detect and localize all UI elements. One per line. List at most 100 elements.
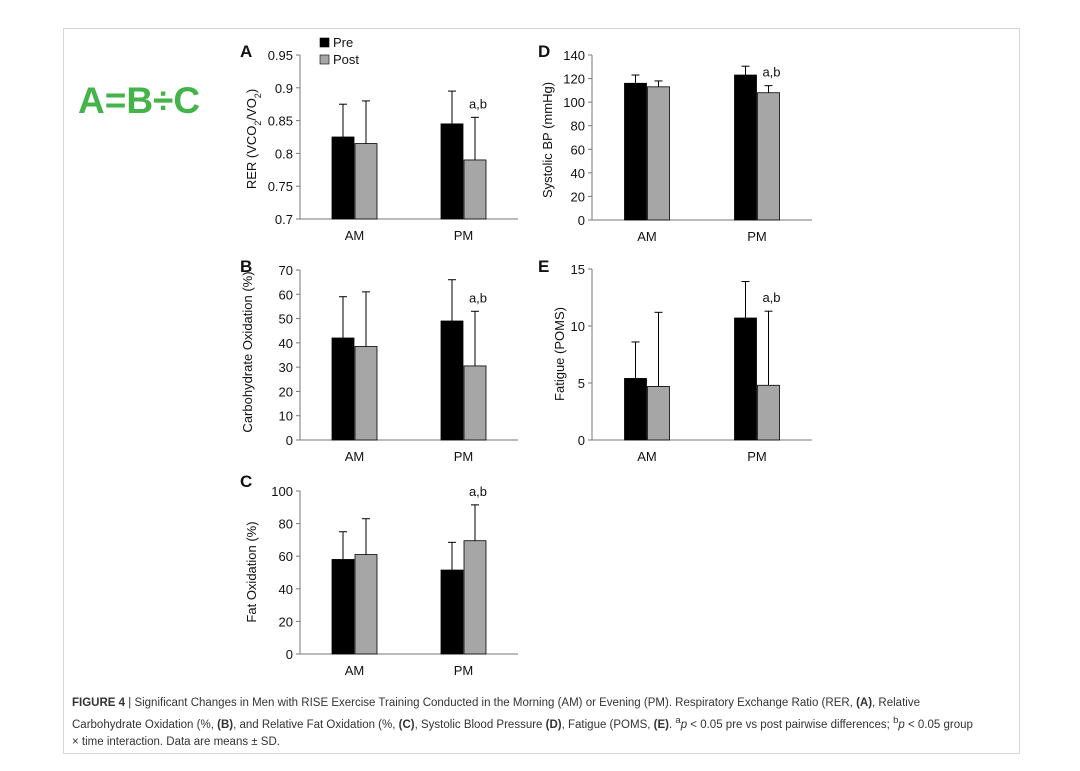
y-tick-label: 70: [279, 263, 293, 278]
significance-label: a,b: [762, 65, 780, 80]
panel-a: A 0.7 0.75 0.8 0.85 0.9 0.95 RER (VCO2/VO2) AM a,…: [240, 35, 518, 243]
y-tick-label: 0: [578, 433, 585, 448]
caption-ref-a: (A): [856, 697, 873, 709]
panel-c: C 0 20 40 60 80 100 Fat Oxidation (%) AM a,b PM: [240, 472, 518, 678]
legend-swatch-post: [319, 54, 330, 65]
y-tick-label: 10: [571, 319, 585, 334]
bar-pre-am: [331, 136, 355, 220]
panel-letter: A: [240, 42, 252, 61]
bar-post-am: [354, 554, 378, 655]
caption-text-6: .: [668, 718, 676, 731]
significance-label: a,b: [469, 96, 487, 111]
panel-letter: C: [240, 472, 252, 491]
bar-post-pm: [463, 365, 487, 441]
y-tick-label: 15: [571, 262, 585, 277]
y-tick-label: 10: [279, 409, 293, 424]
caption-p-2: p: [898, 718, 905, 731]
bar-post-pm: [757, 384, 780, 441]
caption-p-1: p: [680, 718, 688, 731]
y-tick-label: 60: [279, 549, 293, 564]
legend-label-pre: Pre: [333, 35, 353, 50]
bar-post-am: [354, 346, 378, 441]
caption-sup-a: a: [675, 715, 681, 726]
bar-pre-am: [331, 337, 355, 441]
y-tick-label: 100: [563, 95, 585, 110]
y-tick-label: 0.7: [275, 212, 293, 227]
significance-label: a,b: [762, 290, 780, 305]
legend-label-post: Post: [333, 52, 359, 67]
y-tick-label: 20: [571, 189, 585, 204]
y-tick-label: 0.95: [268, 48, 293, 63]
x-tick-label: AM: [637, 449, 657, 464]
caption-label: FIGURE 4: [72, 697, 126, 709]
y-tick-label: 40: [571, 166, 585, 181]
caption-text-8: < 0.05 group × time interaction. Data ar…: [72, 718, 973, 748]
y-tick-label: 60: [571, 142, 585, 157]
panel-b: B 0 10 20 30 40 50 60 70 Carbohydrate Oxidation (…: [240, 257, 518, 464]
bar-post-pm: [463, 540, 487, 655]
y-tick-label: 80: [571, 119, 585, 134]
caption-text-7: < 0.05 pre vs post pairwise differences;: [687, 718, 894, 731]
bar-post-pm: [757, 92, 780, 221]
caption-ref-d: (D): [545, 718, 562, 731]
x-tick-label: PM: [454, 449, 474, 464]
y-tick-label: 0: [578, 213, 585, 228]
panel-letter: B: [240, 257, 252, 276]
y-tick-label: 0.75: [268, 179, 293, 194]
bar-pre-pm: [440, 320, 464, 441]
y-tick-label: 140: [563, 48, 585, 63]
y-tick-label: 30: [279, 360, 293, 375]
bar-post-pm: [463, 159, 487, 220]
x-tick-label: PM: [747, 229, 767, 244]
y-axis-label: Fat Oxidation (%): [244, 521, 259, 622]
bar-post-am: [647, 86, 670, 221]
caption-ref-b: (B): [217, 718, 234, 731]
y-tick-label: 0.8: [275, 146, 293, 161]
bar-pre-pm: [734, 74, 757, 221]
caption-ref-e: (E): [653, 718, 669, 731]
figure-caption: FIGURE 4 | Significant Changes in Men wi…: [72, 695, 977, 751]
y-tick-label: 60: [279, 287, 293, 302]
bar-pre-pm: [440, 569, 464, 655]
bar-pre-am: [331, 559, 355, 655]
caption-text-1: Significant Changes in Men with RISE Exe…: [134, 697, 857, 709]
y-tick-label: 50: [279, 312, 293, 327]
bar-pre-pm: [440, 123, 464, 220]
y-tick-label: 20: [279, 614, 293, 629]
y-tick-label: 100: [271, 484, 293, 499]
x-tick-label: AM: [637, 229, 657, 244]
x-tick-label: PM: [747, 449, 767, 464]
equation-overlay: A=B÷C: [78, 80, 201, 121]
significance-label: a,b: [469, 290, 487, 305]
y-axis-label: RER (VCO2/VO2): [244, 89, 263, 189]
bar-post-am: [354, 143, 378, 220]
x-tick-label: AM: [345, 449, 365, 464]
y-tick-label: 5: [578, 376, 585, 391]
caption-text-3: , and Relative Fat Oxidation (%,: [233, 718, 399, 731]
y-tick-label: 20: [279, 384, 293, 399]
caption-text-5: , Fatigue (POMS,: [561, 718, 654, 731]
significance-label: a,b: [469, 484, 487, 499]
y-axis-label: Carbohydrate Oxidation (%): [240, 271, 255, 432]
panel-e: E 0 5 10 15 Fatigue (POMS) AM a,b PM: [538, 257, 812, 464]
x-tick-label: PM: [454, 228, 474, 243]
y-axis-label: Fatigue (POMS): [552, 307, 567, 401]
panel-d: D 0 20 40 60 80 100 120 140 Systolic BP (mmHg) AM a…: [538, 42, 812, 244]
caption-sup-b: b: [893, 715, 899, 726]
x-tick-label: PM: [454, 663, 474, 678]
bar-pre-am: [624, 378, 647, 441]
y-tick-label: 40: [279, 582, 293, 597]
caption-text-2: , Relative Carbohydrate Oxidation (%,: [72, 697, 920, 731]
bar-pre-am: [624, 82, 647, 221]
y-axis-label: Systolic BP (mmHg): [540, 82, 555, 198]
x-tick-label: AM: [345, 228, 365, 243]
x-tick-label: AM: [345, 663, 365, 678]
panel-letter: D: [538, 42, 550, 61]
panel-letter: E: [538, 257, 549, 276]
y-tick-label: 120: [563, 72, 585, 87]
y-tick-label: 0.9: [275, 81, 293, 96]
bar-pre-pm: [734, 317, 757, 441]
y-tick-label: 0.85: [268, 114, 293, 129]
bar-post-am: [647, 386, 670, 441]
